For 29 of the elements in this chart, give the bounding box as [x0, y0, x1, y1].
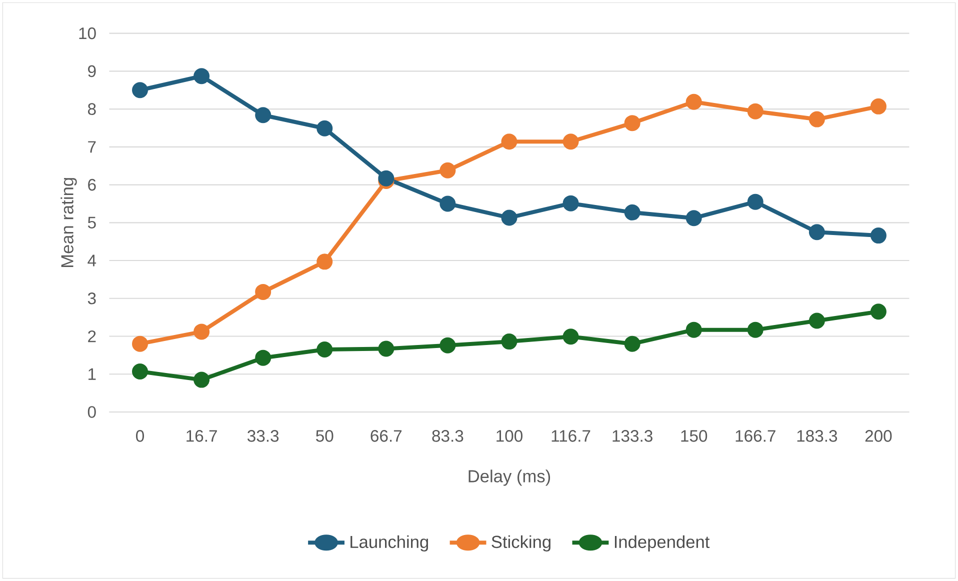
y-tick-label: 0 [88, 406, 96, 418]
x-tick-label: 16.7 [186, 430, 217, 442]
y-tick-label: 9 [88, 65, 96, 78]
y-tick-label: 4 [88, 254, 96, 266]
y-tick-label: 5 [88, 216, 96, 228]
y-axis-title: Mean rating [60, 178, 77, 267]
y-tick-label: 1 [88, 368, 96, 380]
x-tick-label: 183.3 [797, 430, 838, 442]
y-tick-label: 6 [88, 178, 96, 191]
x-tick-label: 66.7 [370, 430, 402, 442]
x-axis-title: Delay (ms) [468, 470, 550, 486]
x-tick-label: 116.7 [552, 430, 590, 442]
x-tick-label: 50 [316, 430, 334, 442]
x-tick-label: 166.7 [736, 430, 776, 442]
x-tick-label: 150 [681, 430, 708, 442]
y-tick-label: 7 [88, 141, 96, 153]
x-tick-label: 200 [865, 430, 892, 442]
x-tick-label: 33.3 [247, 430, 279, 442]
legend-label: Launching [350, 535, 428, 552]
y-tick-label: 10 [79, 27, 96, 40]
x-tick-label: 0 [136, 430, 144, 442]
y-tick-label: 3 [88, 292, 96, 304]
y-tick-label: 8 [88, 103, 96, 115]
x-tick-label: 133.3 [612, 430, 652, 442]
x-tick-label: 83.3 [432, 430, 464, 442]
legend-label: Sticking [492, 535, 550, 552]
y-tick-label: 2 [88, 330, 96, 342]
legend-label: Independent [614, 535, 710, 552]
x-tick-label: 100 [496, 430, 522, 442]
